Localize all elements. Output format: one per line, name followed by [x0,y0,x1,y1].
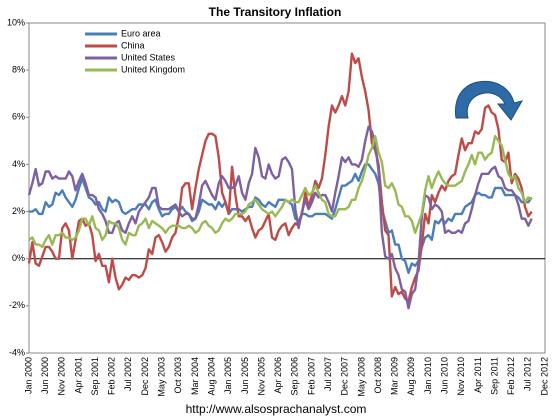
x-tick-label: Feb 2007 [306,357,316,395]
x-tick-label: Jun 2000 [40,357,50,394]
x-tick-label: Apr 2006 [273,357,283,394]
y-tick-label: 6% [12,112,25,122]
y-tick-label: 0% [12,253,25,263]
x-tick-label: Oct 2003 [173,357,183,394]
legend-label: Euro area [121,28,161,38]
y-tick-label: 4% [12,159,25,169]
legend-label: United Kingdom [121,64,185,74]
x-tick-label: Dec 2002 [140,357,150,396]
x-tick-label: Jul 2012 [523,357,533,391]
y-tick-label: 8% [12,65,25,75]
x-tick-label: Apr 2011 [473,357,483,393]
x-tick-label: Apr 2001 [73,357,83,394]
x-tick-label: Jan 2000 [23,357,33,394]
x-tick-label: Jun 2010 [440,357,450,394]
chart-title: The Transitory Inflation [209,5,342,19]
legend-label: China [121,40,145,50]
x-tick-label: Jan 2005 [223,357,233,394]
x-tick-label: Mar 2009 [390,357,400,395]
x-tick-label: Dec 2012 [539,357,549,396]
series-line [27,52,533,303]
x-tick-label: Feb 2012 [506,357,516,395]
series-line [27,125,533,310]
x-tick-label: Aug 2004 [206,357,216,396]
x-tick-label: Nov 2010 [456,357,466,396]
arrow-icon [454,80,524,121]
x-tick-label: Dec 2007 [340,357,350,396]
x-tick-label: May 2003 [157,357,167,397]
legend-label: United States [121,52,176,62]
series-line [28,134,533,249]
x-tick-label: Jun 2005 [240,357,250,394]
series-line [29,163,533,275]
x-tick-label: Jan 2010 [423,357,433,394]
x-tick-label: Aug 2009 [406,357,416,396]
x-tick-label: May 2008 [356,357,366,397]
x-tick-label: Sep 2011 [489,357,499,395]
y-tick-label: 2% [12,206,25,216]
x-tick-label: Sep 2001 [90,357,100,396]
x-tick-label: Oct 2008 [373,357,383,394]
y-tick-label: -2% [9,300,25,310]
y-tick-label: -4% [9,347,25,357]
x-tick-label: Jul 2002 [123,357,133,391]
x-tick-label: Mar 2004 [190,357,200,395]
x-tick-label: Sep 2006 [290,357,300,396]
footer-url: http://www.alsosprachanalyst.com [186,402,367,416]
plot-frame [28,22,546,354]
y-tick-label: 10% [7,17,25,27]
x-tick-label: Jul 2007 [323,357,333,391]
x-tick-label: Nov 2000 [57,357,67,396]
x-tick-label: Nov 2005 [256,357,266,396]
x-tick-label: Feb 2002 [107,357,117,395]
